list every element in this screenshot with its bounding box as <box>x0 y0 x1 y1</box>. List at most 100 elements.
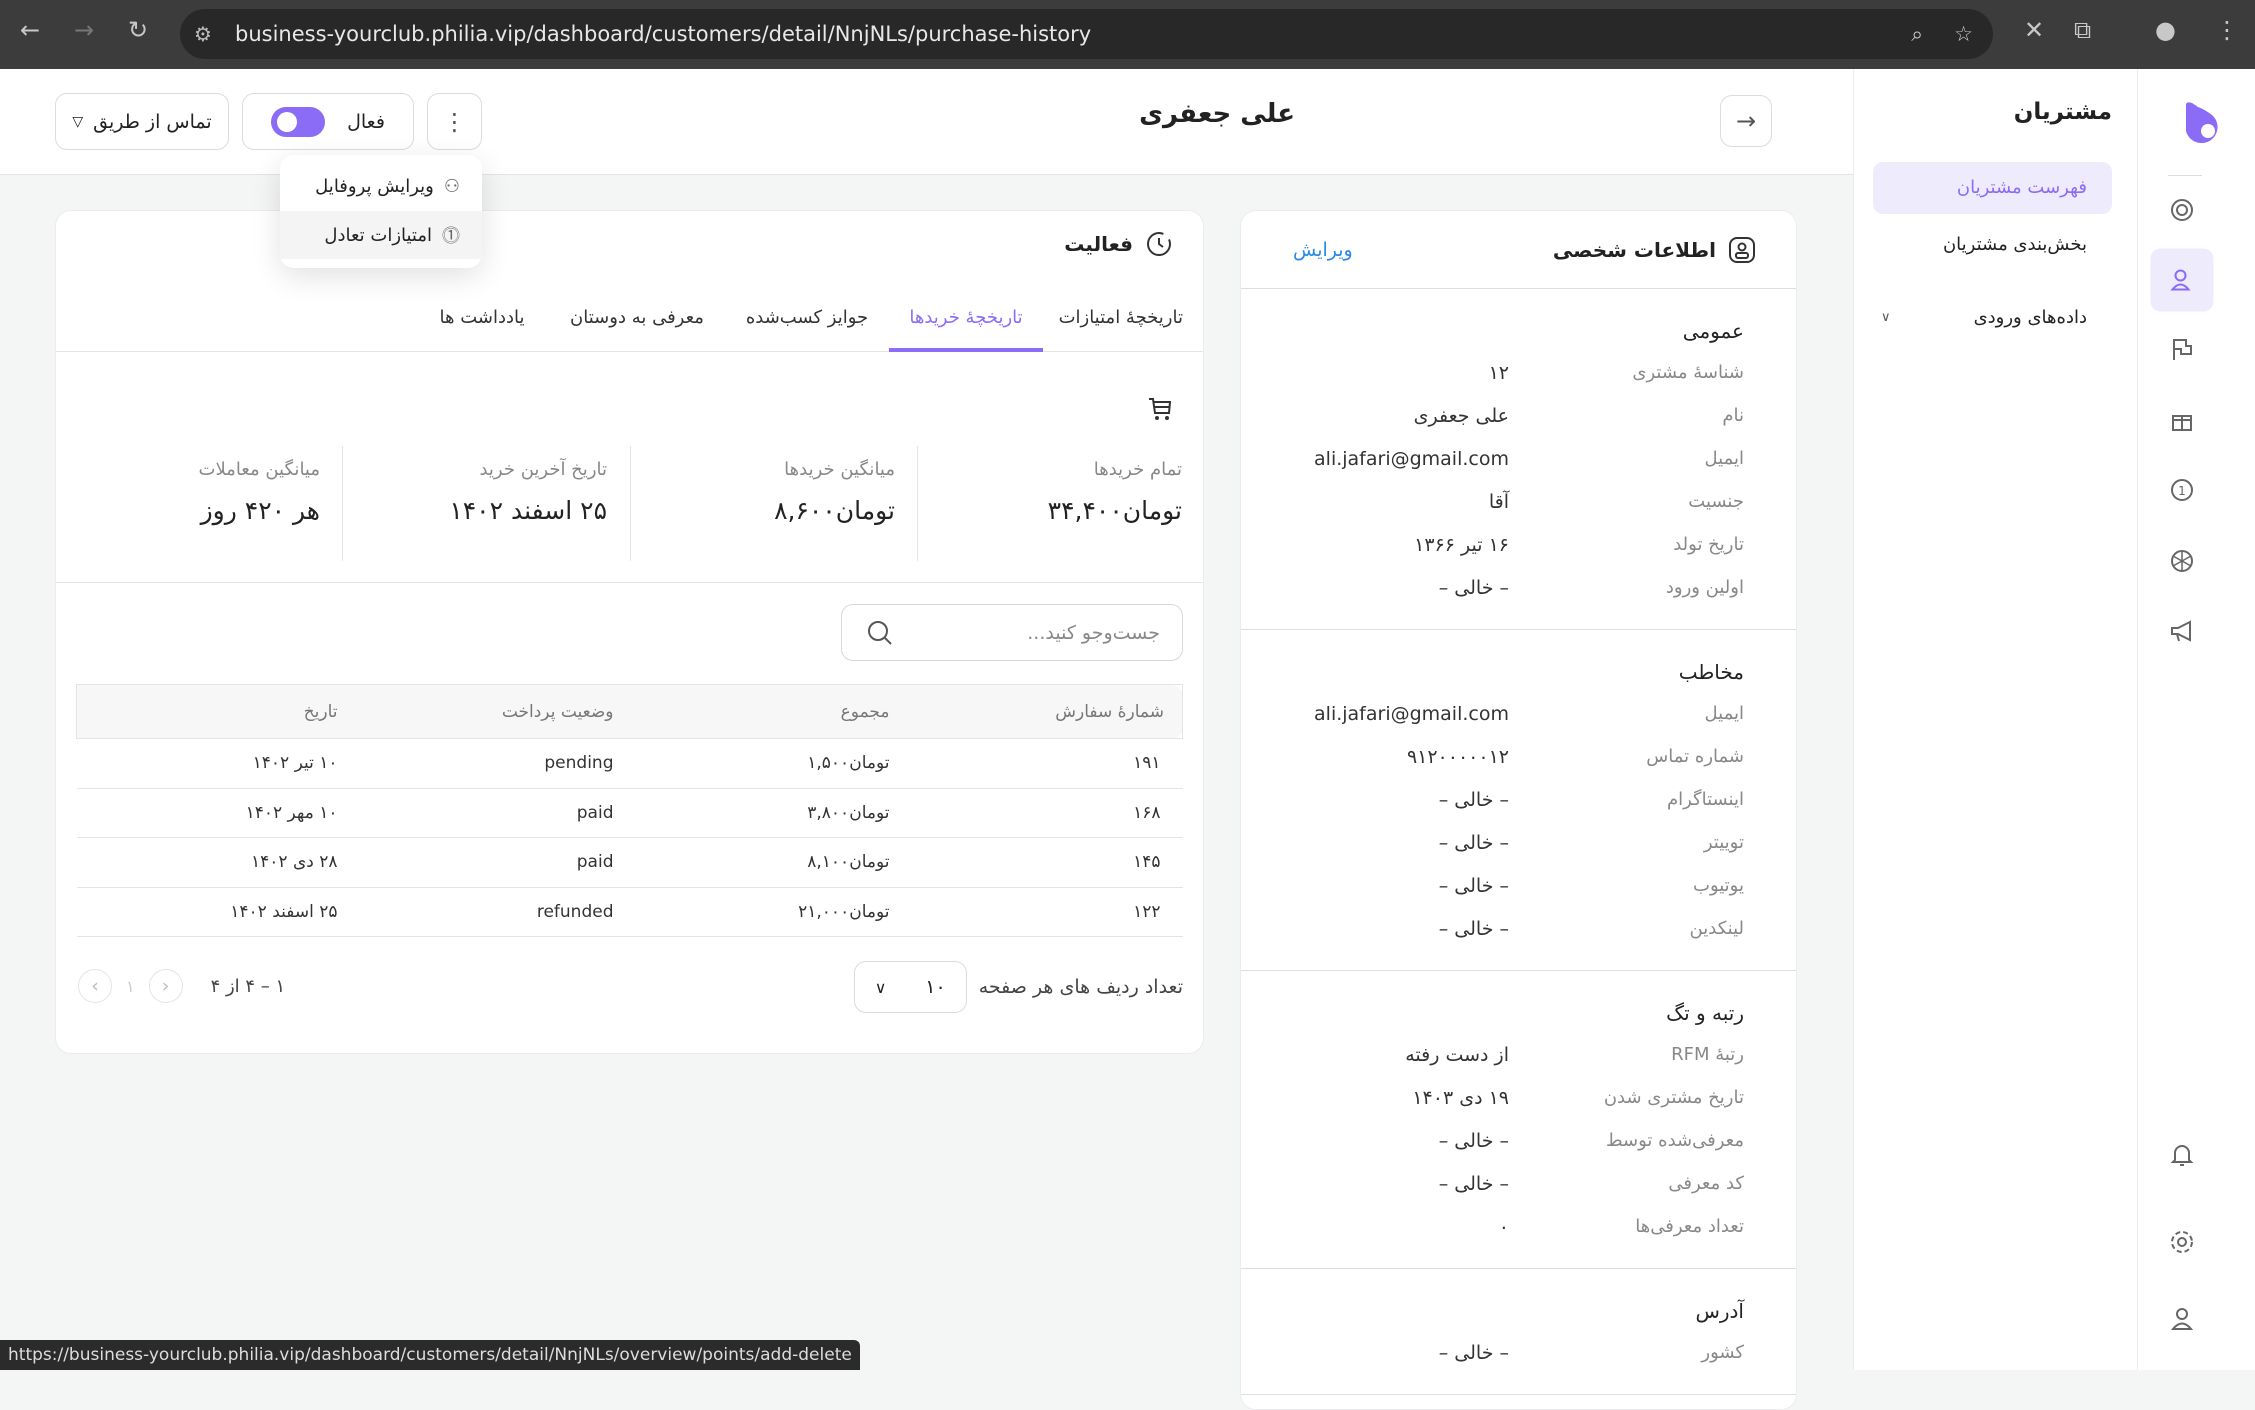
icon-rail: 1 <box>2137 69 2255 1370</box>
tab-points-history[interactable]: تاریخچهٔ امتیازات <box>1058 307 1183 328</box>
info-section: آدرس کشور – خالی – <box>1241 1269 1796 1395</box>
browser-menu-icon[interactable]: ⋮ <box>2215 16 2239 44</box>
menu-item-edit-profile[interactable]: ⚇ ویرایش پروفایل <box>280 161 482 211</box>
table-cell: refunded <box>536 901 614 922</box>
info-value: – خالی – <box>1438 788 1509 811</box>
user-edit-icon: ⚇ <box>443 175 460 197</box>
info-label: اولین ورود <box>1665 577 1744 598</box>
search-input[interactable]: جست‌وجو کنید... <box>841 604 1183 661</box>
table-cell: ۲۸ دی ۱۴۰۲ <box>251 852 338 873</box>
sidebar-item-customer-list[interactable]: فهرست مشتریان <box>1873 162 2112 214</box>
table-row[interactable]: ۱۶۸ تومان۳,۸۰۰ paid ۱۰ مهر ۱۴۰۲ <box>76 788 1183 838</box>
table-row[interactable]: ۱۲۲ تومان۲۱,۰۰۰ refunded ۲۵ اسفند ۱۴۰۲ <box>76 887 1183 937</box>
status-toggle-button[interactable]: فعال <box>242 93 414 150</box>
wheel-icon[interactable] <box>2160 539 2204 583</box>
stat-last-purchase-date: تاریخ آخرین خرید ۲۵ اسفند ۱۴۰۲ <box>449 459 607 525</box>
profile-icon[interactable]: ● <box>2155 16 2176 44</box>
info-value: ۱۶ تیر ۱۳۶۶ <box>1414 533 1509 556</box>
table-row[interactable]: ۱۴۵ تومان۸,۱۰۰ paid ۲۸ دی ۱۴۰۲ <box>76 838 1183 887</box>
info-value: علی جعفری <box>1413 404 1509 427</box>
prev-page-button[interactable]: ‹ <box>78 969 112 1003</box>
info-label: لینکدین <box>1689 918 1744 939</box>
info-row: کد معرفی – خالی – <box>1293 1162 1744 1205</box>
profile-icon[interactable] <box>2160 1297 2204 1341</box>
contact-via-label: تماس از طریق <box>93 110 212 133</box>
col-payment-status[interactable]: وضعیت پرداخت <box>337 684 614 739</box>
chevron-down-icon: ∨ <box>874 977 887 997</box>
options-menu: ⚇ ویرایش پروفایل ⓵ امتیازات تعادل <box>280 155 482 268</box>
svg-text:1: 1 <box>2178 484 2186 498</box>
gift-icon[interactable] <box>2160 398 2204 442</box>
rows-per-page: تعداد ردیف های هر صفحه ۱۰ ∨ <box>853 961 1183 1013</box>
bell-icon[interactable] <box>2160 1133 2204 1177</box>
info-row: رتبهٔ RFM از دست رفته <box>1293 1033 1744 1076</box>
section-title: عمومی <box>1682 319 1744 343</box>
forward-icon[interactable]: → <box>74 16 95 44</box>
settings-icon[interactable] <box>2160 1220 2204 1264</box>
logo[interactable] <box>2182 101 2222 143</box>
back-button[interactable]: → <box>1720 95 1772 147</box>
extensions-icon[interactable]: ⧉ <box>2074 16 2092 44</box>
zoom-icon[interactable]: ⌕ <box>1911 22 1923 46</box>
info-label: ایمیل <box>1704 703 1744 724</box>
status-toggle[interactable] <box>271 106 326 137</box>
campaign-flag-icon[interactable] <box>2160 327 2204 371</box>
dashboard-icon[interactable] <box>2160 188 2204 232</box>
table-cell: ۱۰ تیر ۱۴۰۲ <box>252 753 338 774</box>
megaphone-icon[interactable] <box>2160 609 2204 653</box>
info-label: یوتیوب <box>1693 875 1744 896</box>
points-icon[interactable]: 1 <box>2160 468 2204 512</box>
sidebar-item-input-data[interactable]: داده‌های ورودی ∨ <box>1873 297 2112 337</box>
page-header: → علی جعفری تماس از طریق ▽ فعال ⋮ <box>0 69 1853 175</box>
info-value: – خالی – <box>1438 831 1509 854</box>
back-icon[interactable]: ← <box>20 16 41 44</box>
stat-average-transactions: میانگین معاملات هر ۴۲۰ روز <box>198 459 321 525</box>
info-row: ایمیل ali.jafari@gmail.com <box>1293 437 1744 480</box>
info-row: تاریخ تولد ۱۶ تیر ۱۳۶۶ <box>1293 523 1744 566</box>
chevron-down-icon: ∨ <box>1881 309 1891 325</box>
tab-notes[interactable]: یادداشت ها <box>439 307 525 328</box>
next-page-button[interactable]: › <box>148 969 183 1003</box>
site-settings-icon[interactable]: ⚙ <box>194 22 212 46</box>
col-date[interactable]: تاریخ <box>76 684 338 739</box>
arrow-right-icon: → <box>1735 107 1757 135</box>
status-label: فعال <box>347 110 385 133</box>
edit-link[interactable]: ویرایش <box>1293 238 1353 261</box>
col-total[interactable]: مجموع <box>613 684 890 739</box>
info-row: اینستاگرام – خالی – <box>1293 778 1744 821</box>
tab-earned-rewards[interactable]: جوایز کسب‌شده <box>745 307 869 328</box>
info-row: یوتیوب – خالی – <box>1293 864 1744 907</box>
info-value: ali.jafari@gmail.com <box>1314 447 1509 470</box>
menu-item-balance-points[interactable]: ⓵ امتیازات تعادل <box>280 211 482 259</box>
info-value: – خالی – <box>1438 1341 1509 1364</box>
table-cell: paid <box>576 802 614 823</box>
rows-per-page-select[interactable]: ۱۰ ∨ <box>853 961 967 1013</box>
rows-per-page-label: تعداد ردیف های هر صفحه <box>978 976 1183 998</box>
rows-per-page-value: ۱۰ <box>925 976 946 998</box>
contact-via-dropdown[interactable]: تماس از طریق ▽ <box>55 93 229 150</box>
personal-info-title: اطلاعات شخصی <box>1552 237 1716 262</box>
table-cell: ۱۲۲ <box>1133 901 1161 922</box>
reload-icon[interactable]: ↻ <box>128 16 149 44</box>
activity-header: فعالیت <box>1064 230 1173 258</box>
info-label: شناسهٔ مشتری <box>1632 362 1744 383</box>
info-label: تاریخ تولد <box>1673 534 1744 555</box>
tab-purchase-history[interactable]: تاریخچهٔ خریدها <box>889 300 1043 352</box>
table-row[interactable]: ۱۹۱ تومان۱,۵۰۰ pending ۱۰ تیر ۱۴۰۲ <box>76 739 1183 788</box>
sidebar-item-label: داده‌های ورودی <box>1973 306 2087 328</box>
cart-icon <box>1147 396 1173 422</box>
browser-toolbar: ← → ↻ ⚙ business-yourclub.philia.vip/das… <box>0 0 2255 69</box>
info-value: – خالی – <box>1438 576 1509 599</box>
address-bar[interactable]: ⚙ business-yourclub.philia.vip/dashboard… <box>180 9 1993 59</box>
info-row: ایمیل ali.jafari@gmail.com <box>1293 692 1744 735</box>
personal-info-card: اطلاعات شخصی ویرایش عمومی شناسهٔ مشتری ۱۲ ن… <box>1240 210 1797 1410</box>
bookmark-star-icon[interactable]: ☆ <box>1954 22 1973 46</box>
info-row: نام علی جعفری <box>1293 394 1744 437</box>
info-section: مخاطب ایمیل ali.jafari@gmail.com شماره تماس… <box>1241 630 1796 971</box>
col-order-number[interactable]: شمارهٔ سفارش <box>889 684 1183 739</box>
customers-icon[interactable] <box>2150 248 2214 312</box>
close-extension-icon[interactable]: ✕ <box>2024 16 2045 44</box>
more-options-button[interactable]: ⋮ <box>427 93 482 150</box>
sidebar-item-segmentation[interactable]: بخش‌بندی مشتریان <box>1942 234 2087 255</box>
tab-referrals[interactable]: معرفی به دوستان <box>570 307 704 328</box>
